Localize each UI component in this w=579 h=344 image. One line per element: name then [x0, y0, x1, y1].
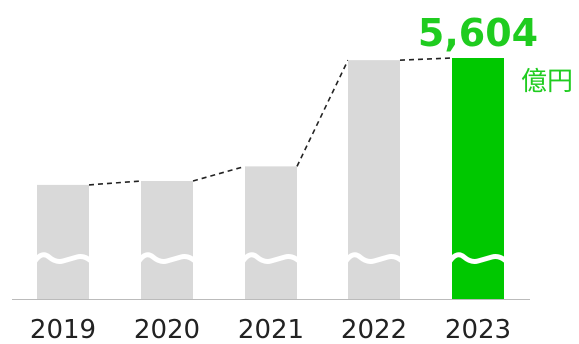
unit-label: 億円 [521, 67, 573, 97]
bar-2021 [245, 166, 297, 299]
axis-break-wave-2022 [343, 252, 405, 264]
connector-line-2019 [88, 180, 142, 186]
tick-label-2020: 2020 [134, 315, 200, 344]
connector-line-2022 [399, 57, 453, 61]
axis-break-wave-2021 [240, 252, 302, 264]
connector-line-2021 [296, 59, 349, 167]
axis-break-marks [32, 252, 509, 264]
tick-label-2022: 2022 [341, 315, 407, 344]
tick-label-2021: 2021 [238, 315, 304, 344]
axis-break-wave-2019 [32, 252, 94, 264]
connector-line-2020 [192, 165, 246, 182]
tick-label-2019: 2019 [30, 315, 96, 344]
highlight-value-label: 5,604 [418, 11, 538, 55]
axis-break-wave-2023 [447, 252, 509, 264]
bar-2019 [37, 184, 89, 299]
axis-break-wave-2020 [136, 252, 198, 264]
bar-2020 [141, 180, 193, 299]
tick-label-2023: 2023 [445, 315, 511, 344]
connector-lines [88, 57, 453, 186]
x-axis-tick-labels: 2019 2020 2021 2022 2023 [30, 315, 511, 344]
